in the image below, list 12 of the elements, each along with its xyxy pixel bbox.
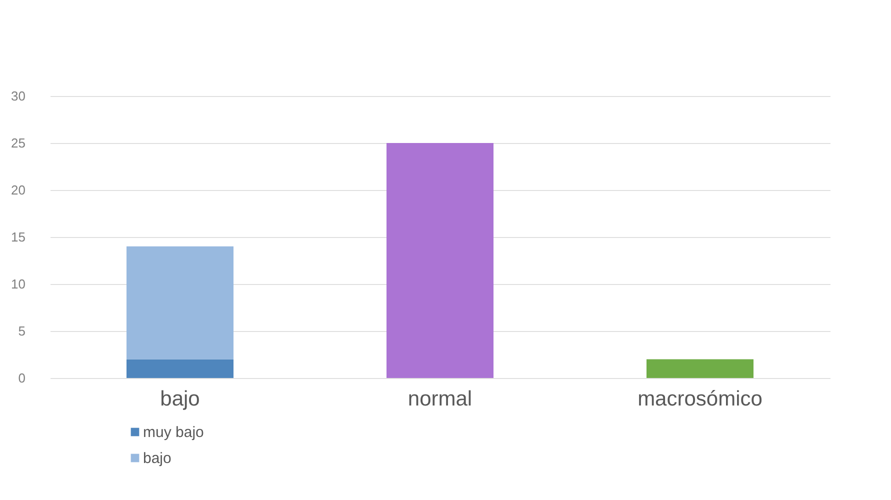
y-tick-label: 0 [18,370,26,386]
x-tick-label: normal [408,388,472,410]
x-tick-label: bajo [160,388,200,410]
y-tick-label: 25 [11,136,26,150]
legend-label: bajo [143,450,172,467]
x-tick-label: macrosómico [638,388,762,410]
y-tick-label: 15 [11,230,26,244]
y-tick-label: 30 [11,88,26,104]
y-tick-label: 5 [18,324,26,338]
y-tick-label: 20 [11,182,26,198]
legend-label: muy bajo [143,424,204,441]
y-tick-label: 10 [11,276,26,292]
